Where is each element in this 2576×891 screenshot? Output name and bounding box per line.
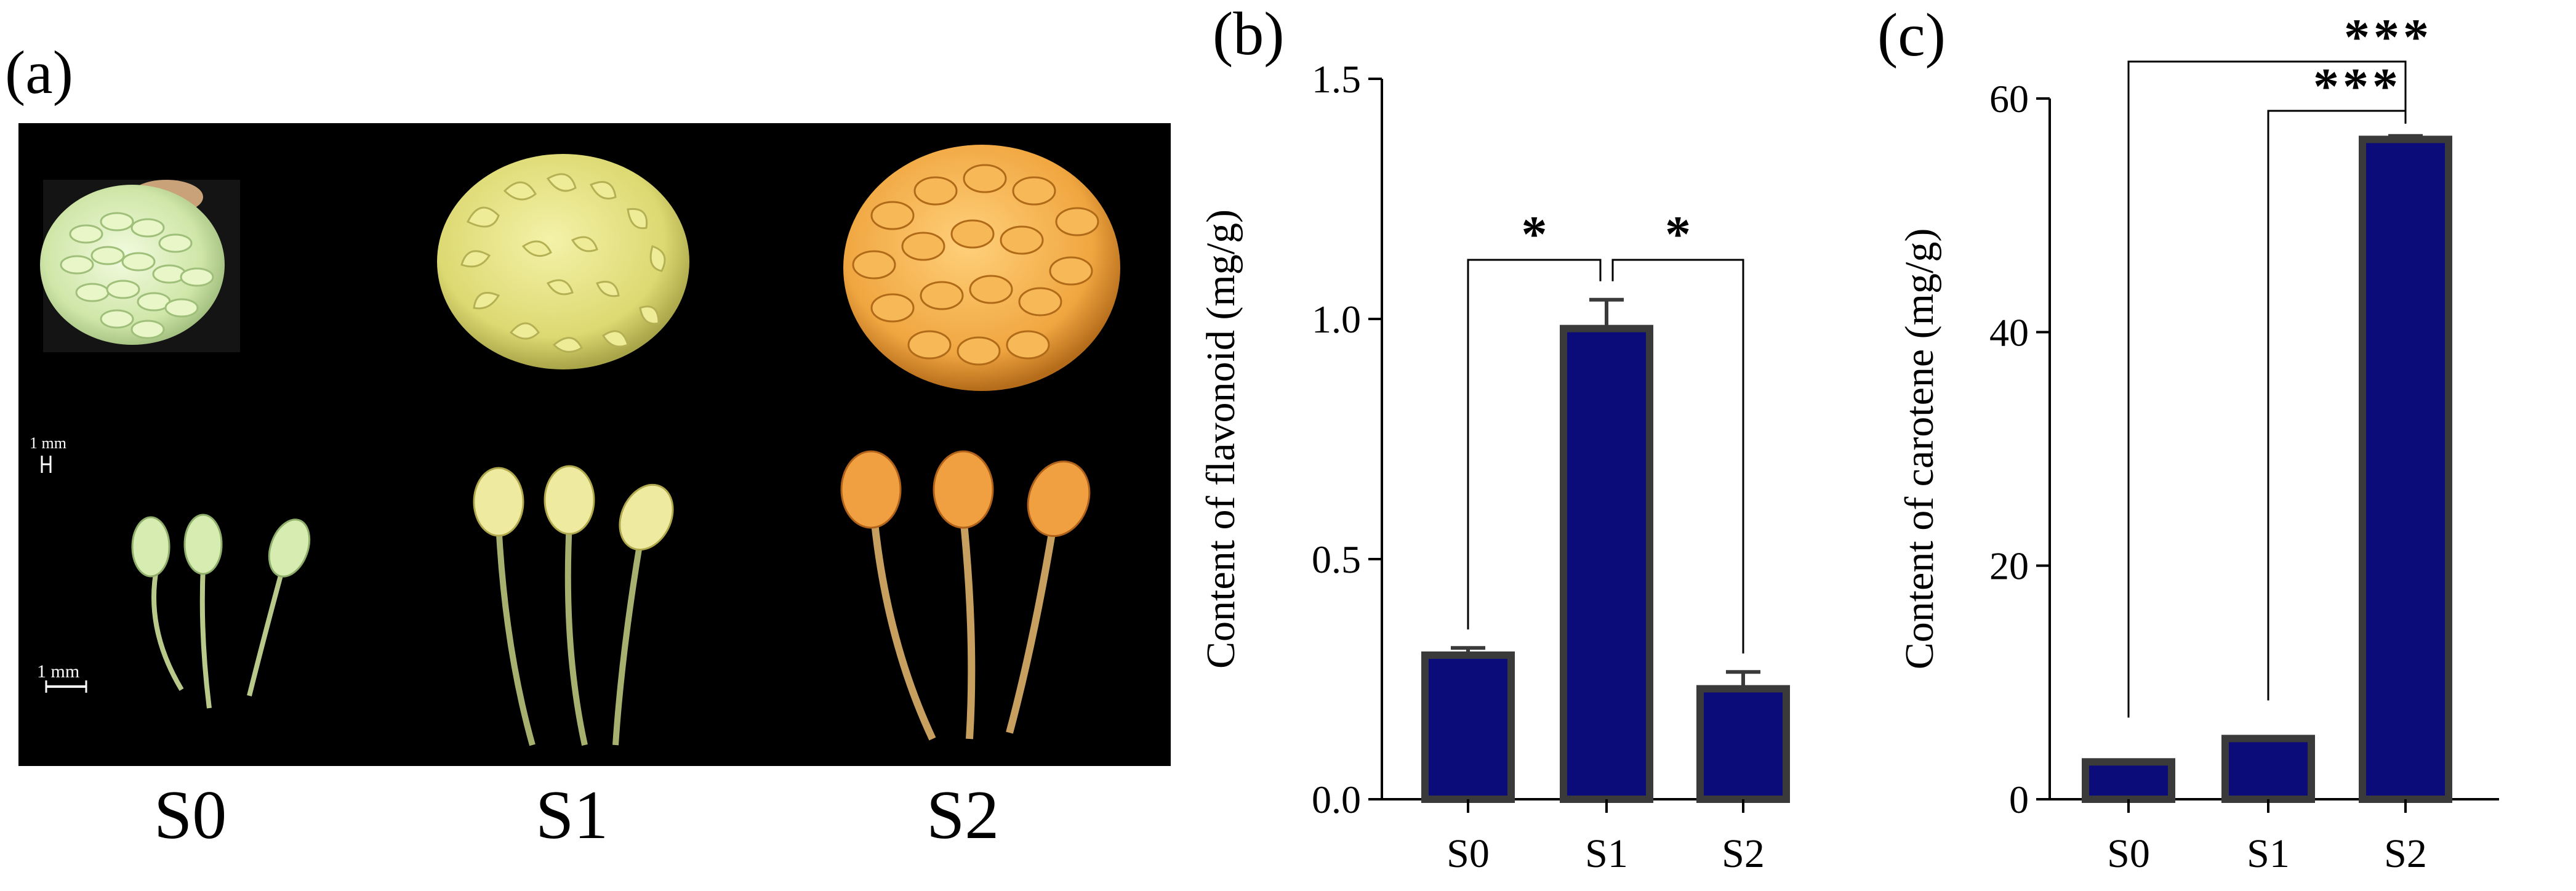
s1-flower-head bbox=[437, 154, 689, 369]
svg-text:1 mm: 1 mm bbox=[30, 434, 66, 452]
bar-s0 bbox=[2082, 758, 2175, 803]
y-tick-label: 1.0 bbox=[1312, 297, 1361, 341]
significance-marker: *** bbox=[2344, 9, 2433, 66]
bar-s2 bbox=[1696, 685, 1790, 803]
stage-label-s2: S2 bbox=[926, 777, 1000, 853]
x-tick-label: S1 bbox=[2247, 831, 2290, 876]
significance-bracket bbox=[1467, 259, 1602, 630]
s1-stamens bbox=[473, 465, 674, 746]
carotene-bar-chart: (c) 0 20 40 60 Content of carotene (mg/g) S0 S… bbox=[1877, 1, 2499, 876]
significance-marker: * bbox=[1665, 206, 1691, 263]
y-tick-label: 1.5 bbox=[1312, 57, 1361, 101]
y-tick-label: 20 bbox=[1989, 544, 2029, 588]
panel-b-label: (b) bbox=[1213, 0, 1285, 68]
flavonoid-bar-chart: (b) 0.0 0.5 1.0 1.5 Content of flavonoid (mg… bbox=[1198, 0, 1790, 876]
significance-bracket bbox=[2127, 60, 2407, 718]
significance-marker: * bbox=[1522, 206, 1547, 263]
significance-bracket bbox=[2267, 110, 2407, 701]
s0-flower-head bbox=[40, 180, 240, 352]
panel-a-label: (a) bbox=[5, 38, 73, 107]
significance-marker: *** bbox=[2313, 58, 2402, 115]
y-axis-label: Content of carotene (mg/g) bbox=[1897, 228, 1942, 670]
bar-s1 bbox=[1560, 325, 1653, 803]
x-tick-label: S0 bbox=[2107, 831, 2150, 876]
s2-stamens bbox=[840, 450, 1091, 741]
svg-text:1 mm: 1 mm bbox=[37, 661, 79, 682]
y-tick-label: 0.5 bbox=[1312, 538, 1361, 581]
x-tick-label: S2 bbox=[1722, 831, 1765, 876]
x-tick-label: S2 bbox=[2384, 831, 2427, 876]
bar-s0 bbox=[1421, 651, 1515, 803]
y-tick-label: 60 bbox=[1989, 77, 2029, 121]
scale-bar-bottom: 1 mm bbox=[37, 661, 87, 693]
significance-bracket bbox=[1611, 259, 1744, 654]
s0-stamens bbox=[131, 514, 311, 709]
y-tick-label: 0 bbox=[2009, 778, 2029, 821]
scale-bar-top: 1 mm bbox=[30, 434, 66, 473]
x-tick-label: S0 bbox=[1446, 831, 1490, 876]
panel-c-label: (c) bbox=[1877, 1, 1946, 69]
flower-photo-panel: 1 mm 1 mm bbox=[18, 123, 1171, 766]
y-tick-label: 40 bbox=[1989, 310, 2029, 354]
y-axis-label: Content of flavonoid (mg/g) bbox=[1198, 209, 1243, 669]
stage-label-s1: S1 bbox=[536, 777, 609, 853]
bar-s1 bbox=[2221, 735, 2315, 803]
flower-photo-illustration: 1 mm 1 mm bbox=[30, 145, 1120, 746]
x-tick-label: S1 bbox=[1585, 831, 1628, 876]
s2-flower-head bbox=[843, 145, 1120, 391]
stage-label-s0: S0 bbox=[154, 777, 227, 853]
y-tick-label: 0.0 bbox=[1312, 778, 1361, 821]
bar-s2 bbox=[2359, 135, 2452, 804]
